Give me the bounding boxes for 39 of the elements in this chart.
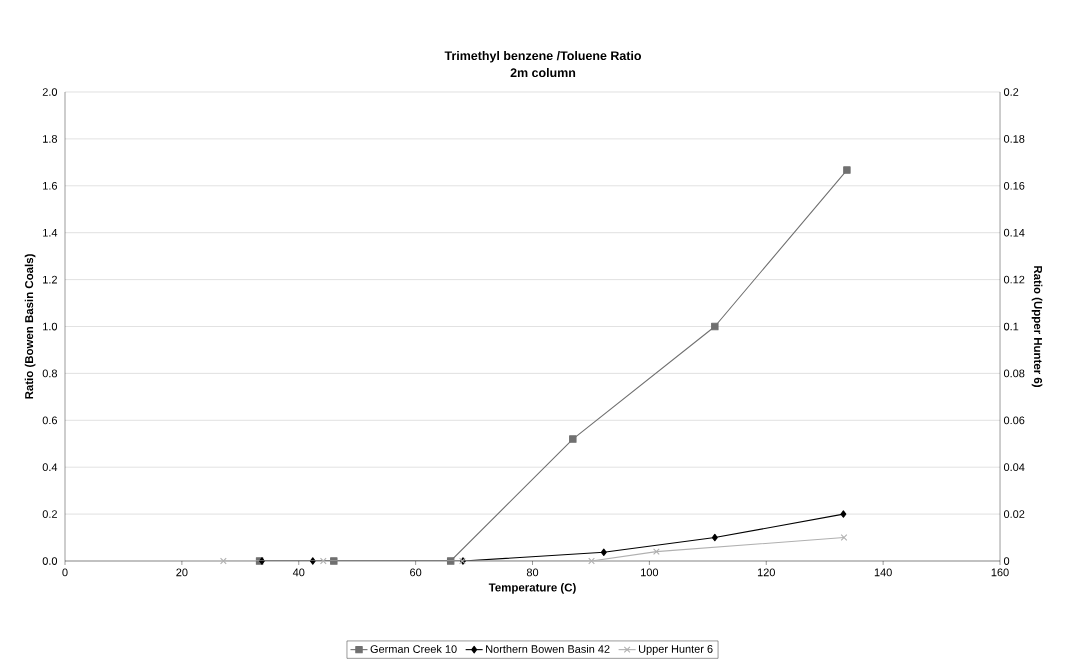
y2-tick-label: 0.12 [1003, 275, 1025, 284]
y-tick-label: 2.0 [42, 88, 58, 96]
y-axis-title: Ratio (Bowen Basin Coals) [24, 254, 36, 399]
y2-tick-label: 0.18 [1003, 135, 1025, 143]
x-tick-label: 160 [991, 568, 1009, 577]
legend-label: German Creek 10 [370, 644, 457, 653]
legend-label: Upper Hunter 6 [639, 645, 713, 655]
y-tick-label: 1.2 [43, 275, 57, 284]
x-tick-label: 80 [526, 568, 539, 577]
y2-tick-label: 0.2 [1003, 88, 1019, 96]
y2-tick-label: 0.04 [1003, 463, 1025, 472]
x-tick-label: 120 [757, 568, 775, 577]
chart-subtitle: 2m column [510, 67, 576, 78]
y2-tick-label: 0.1 [1003, 322, 1019, 331]
y2-tick-label: 0 [1003, 557, 1010, 565]
y2-tick-label: 0.16 [1003, 181, 1025, 190]
x-tick-label: 60 [410, 568, 422, 577]
x-axis-title: Temperature (C) [488, 583, 576, 594]
x-tick-label: 40 [292, 568, 305, 577]
x-tick-label: 0 [62, 568, 68, 577]
y2-axis-title: Ratio (Upper Hunter 6) [1031, 266, 1043, 388]
y-tick-label: 0.6 [42, 416, 58, 425]
x-tick-label: 100 [641, 568, 659, 577]
y-tick-label: 0.4 [42, 463, 58, 472]
y-tick-label: 0.8 [42, 369, 58, 378]
chart-title: Trimethyl benzene /Toluene Ratio [444, 50, 642, 63]
y2-tick-label: 0.02 [1003, 510, 1025, 518]
x-tick-label: 20 [176, 568, 188, 577]
legend-label: Northern Bowen Basin 42 [486, 644, 610, 653]
y-tick-label: 1.0 [43, 322, 58, 331]
y-tick-label: 0.0 [42, 557, 58, 565]
y-tick-label: 1.4 [43, 228, 58, 237]
y2-tick-label: 0.08 [1003, 369, 1025, 378]
y-tick-label: 1.6 [43, 181, 58, 190]
y-tick-label: 0.2 [42, 510, 57, 518]
y2-tick-label: 0.06 [1003, 416, 1025, 425]
y2-tick-label: 0.14 [1003, 228, 1025, 237]
x-tick-label: 140 [874, 568, 892, 577]
y-tick-label: 1.8 [43, 135, 58, 143]
